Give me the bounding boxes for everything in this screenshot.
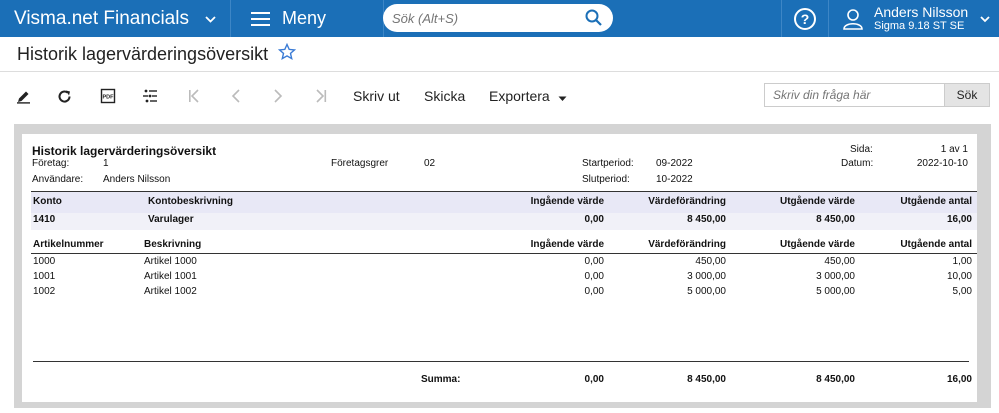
edit-icon[interactable] bbox=[15, 88, 31, 104]
account-change: 8 450,00 bbox=[687, 214, 726, 225]
user-icon bbox=[842, 8, 864, 30]
sum-divider bbox=[33, 361, 969, 362]
pdf-icon[interactable]: PDF bbox=[100, 88, 116, 104]
end-period-value: 10-2022 bbox=[656, 174, 693, 185]
page-label: Sida: bbox=[850, 144, 873, 155]
col-item-desc: Beskrivning bbox=[144, 239, 202, 250]
item-change: 3 000,00 bbox=[687, 271, 726, 282]
item-number: 1002 bbox=[33, 286, 56, 297]
svg-text:PDF: PDF bbox=[103, 95, 115, 101]
search-icon[interactable] bbox=[585, 9, 603, 27]
user-value: Anders Nilsson bbox=[103, 174, 171, 185]
chevron-down-icon bbox=[980, 12, 990, 26]
sum-opening: 0,00 bbox=[584, 374, 604, 385]
account-desc: Varulager bbox=[148, 214, 194, 225]
item-closing: 450,00 bbox=[824, 256, 855, 267]
sum-label: Summa: bbox=[421, 374, 461, 385]
item-closing: 3 000,00 bbox=[816, 271, 855, 282]
item-number: 1000 bbox=[33, 256, 56, 267]
account-header-band bbox=[31, 191, 977, 213]
page-value: 1 av 1 bbox=[940, 144, 968, 155]
settings-icon[interactable] bbox=[142, 88, 158, 104]
sum-closing: 8 450,00 bbox=[816, 374, 855, 385]
help-icon: ? bbox=[794, 7, 816, 30]
refresh-icon[interactable] bbox=[56, 88, 72, 104]
next-page-icon[interactable] bbox=[270, 88, 286, 104]
page-header: Historik lagervärderingsöversikt bbox=[0, 37, 999, 72]
star-icon[interactable] bbox=[277, 42, 297, 66]
report-search-input[interactable] bbox=[764, 83, 944, 107]
export-label: Exportera bbox=[489, 88, 550, 104]
start-period-label: Startperiod: bbox=[582, 158, 634, 169]
account-opening: 0,00 bbox=[584, 214, 604, 225]
col-closing-qty: Utgående antal bbox=[900, 196, 972, 207]
item-qty: 5,00 bbox=[952, 286, 972, 297]
user-label: Användare: bbox=[32, 174, 84, 185]
company-value: 1 bbox=[103, 158, 109, 169]
user-name: Anders Nilsson bbox=[874, 3, 969, 20]
report-search-button[interactable]: Sök bbox=[944, 83, 990, 107]
report-page: Historik lagervärderingsöversikt Företag… bbox=[22, 134, 977, 402]
date-value: 2022-10-10 bbox=[916, 158, 968, 169]
branch-value: 02 bbox=[424, 158, 436, 169]
branch-label: Företagsgrer bbox=[331, 158, 389, 169]
chevron-down-icon bbox=[205, 11, 216, 26]
item-qty: 1,00 bbox=[952, 256, 972, 267]
help-button[interactable]: ? bbox=[781, 0, 829, 37]
item-change: 450,00 bbox=[695, 256, 726, 267]
user-company: Sigma 9.18 ST SE bbox=[874, 19, 965, 32]
global-search-input[interactable] bbox=[392, 10, 572, 26]
account-number: 1410 bbox=[33, 214, 56, 225]
global-search bbox=[383, 4, 613, 32]
app-switcher[interactable]: Visma.net Financials bbox=[0, 0, 231, 37]
report-search: Sök bbox=[764, 83, 990, 107]
col-item-number: Artikelnummer bbox=[33, 239, 104, 250]
caret-down-icon bbox=[558, 89, 567, 105]
report-title: Historik lagervärderingsöversikt bbox=[32, 144, 217, 158]
item-desc: Artikel 1000 bbox=[144, 256, 197, 267]
print-button[interactable]: Skriv ut bbox=[353, 88, 400, 104]
account-qty: 16,00 bbox=[946, 214, 972, 225]
item-opening: 0,00 bbox=[584, 256, 604, 267]
app-title: Visma.net Financials bbox=[14, 7, 189, 29]
item-header-divider bbox=[31, 253, 977, 254]
company-label: Företag: bbox=[32, 158, 70, 169]
col-account-desc: Kontobeskrivning bbox=[148, 196, 234, 207]
col-account: Konto bbox=[33, 196, 62, 207]
col-item-opening: Ingående värde bbox=[530, 239, 604, 250]
col-closing-value: Utgående värde bbox=[779, 196, 855, 207]
col-opening-value: Ingående värde bbox=[530, 196, 604, 207]
item-opening: 0,00 bbox=[584, 286, 604, 297]
date-label: Datum: bbox=[841, 158, 874, 169]
prev-page-icon[interactable] bbox=[228, 88, 244, 104]
sum-qty: 16,00 bbox=[946, 374, 972, 385]
col-value-change: Värdeförändring bbox=[648, 196, 726, 207]
item-desc: Artikel 1001 bbox=[144, 271, 197, 282]
item-number: 1001 bbox=[33, 271, 56, 282]
end-period-label: Slutperiod: bbox=[582, 174, 630, 185]
item-desc: Artikel 1002 bbox=[144, 286, 197, 297]
item-closing: 5 000,00 bbox=[816, 286, 855, 297]
export-button[interactable]: Exportera bbox=[489, 88, 567, 105]
item-change: 5 000,00 bbox=[687, 286, 726, 297]
last-page-icon[interactable] bbox=[313, 88, 329, 104]
col-item-change: Värdeförändring bbox=[648, 239, 726, 250]
start-period-value: 09-2022 bbox=[656, 158, 693, 169]
page-title: Historik lagervärderingsöversikt bbox=[17, 43, 269, 64]
sum-change: 8 450,00 bbox=[687, 374, 726, 385]
item-opening: 0,00 bbox=[584, 271, 604, 282]
menu-icon bbox=[251, 11, 270, 26]
account-row-band bbox=[31, 213, 977, 230]
col-item-closing: Utgående värde bbox=[779, 239, 855, 250]
send-button[interactable]: Skicka bbox=[424, 88, 466, 104]
col-item-qty: Utgående antal bbox=[900, 239, 972, 250]
menu-label: Meny bbox=[282, 8, 327, 28]
first-page-icon[interactable] bbox=[186, 88, 202, 104]
menu-button[interactable]: Meny bbox=[231, 0, 384, 37]
user-menu[interactable]: Anders Nilsson Sigma 9.18 ST SE bbox=[842, 0, 990, 37]
item-qty: 10,00 bbox=[946, 271, 972, 282]
account-closing: 8 450,00 bbox=[816, 214, 855, 225]
